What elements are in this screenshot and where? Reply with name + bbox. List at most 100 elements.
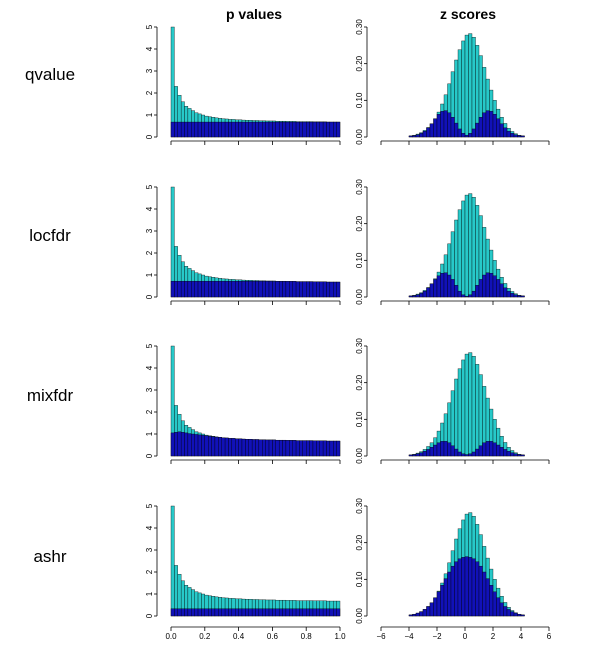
p-y-tick-label: 5	[145, 503, 154, 508]
bar-null-tests	[174, 121, 178, 138]
bar-null-tests	[513, 453, 518, 457]
bar-null-tests	[517, 454, 522, 457]
bar-null-tests	[322, 281, 327, 298]
bar-null-tests	[177, 280, 182, 298]
bar-all-tests	[464, 34, 469, 138]
bar-null-tests	[275, 439, 280, 457]
bar-null-tests	[228, 121, 233, 138]
bar-null-tests	[235, 608, 239, 617]
bar-null-tests	[299, 440, 303, 457]
bar-null-tests	[214, 608, 219, 617]
bar-null-tests	[433, 118, 438, 138]
bar-all-tests	[457, 368, 462, 457]
bar-null-tests	[326, 121, 331, 138]
bar-null-tests	[197, 280, 202, 298]
bar-null-tests	[272, 121, 276, 138]
bar-null-tests	[251, 439, 256, 457]
bar-null-tests	[433, 597, 438, 617]
bar-null-tests	[309, 608, 314, 617]
bar-null-tests	[258, 280, 263, 298]
bar-null-tests	[461, 133, 466, 138]
bar-null-tests	[447, 274, 452, 298]
bar-null-tests	[214, 121, 219, 138]
bar-null-tests	[191, 608, 195, 617]
bar-null-tests	[278, 121, 283, 138]
bar-null-tests	[170, 121, 175, 138]
bar-null-tests	[221, 121, 226, 138]
p-y-tick-label: 2	[145, 569, 154, 574]
bar-null-tests	[224, 608, 229, 617]
bar-null-tests	[302, 608, 307, 617]
bar-all-tests	[170, 26, 175, 138]
bar-null-tests	[184, 121, 189, 138]
bar-null-tests	[429, 123, 434, 138]
bar-null-tests	[333, 608, 337, 617]
bar-null-tests	[275, 281, 280, 298]
bar-null-tests	[492, 442, 497, 457]
bar-null-tests	[299, 281, 303, 298]
bar-null-tests	[440, 272, 445, 298]
bar-null-tests	[408, 614, 413, 617]
bar-null-tests	[412, 613, 417, 617]
bar-null-tests	[295, 608, 300, 617]
bar-null-tests	[187, 608, 192, 617]
bar-null-tests	[517, 135, 522, 138]
z-y-tick-label: 0.00	[355, 289, 364, 305]
bar-null-tests	[471, 290, 476, 298]
z-y-tick-label: 0.00	[355, 448, 364, 464]
bar-null-tests	[496, 279, 501, 298]
bar-null-tests	[258, 121, 263, 138]
bar-null-tests	[255, 439, 260, 457]
bar-null-tests	[322, 121, 327, 138]
bar-null-tests	[312, 440, 317, 457]
bar-null-tests	[333, 440, 337, 457]
bar-null-tests	[248, 439, 253, 457]
bar-null-tests	[262, 121, 266, 138]
bar-null-tests	[278, 281, 283, 298]
bar-all-tests	[457, 49, 462, 138]
bar-all-tests	[461, 359, 466, 457]
bar-null-tests	[436, 114, 441, 138]
bar-null-tests	[295, 121, 300, 138]
bar-null-tests	[319, 440, 324, 457]
bar-null-tests	[275, 608, 280, 617]
bar-null-tests	[187, 121, 192, 138]
histogram-mixfdr-p-values: 0 1 2 3 4 5	[145, 343, 341, 464]
bar-null-tests	[457, 290, 462, 298]
bar-null-tests	[336, 121, 341, 138]
bar-null-tests	[408, 295, 413, 298]
bar-null-tests	[285, 608, 290, 617]
bar-null-tests	[443, 272, 448, 298]
bar-null-tests	[408, 454, 413, 457]
p-y-tick-label: 0	[145, 134, 154, 139]
z-y-tick-label: 0.00	[355, 608, 364, 624]
z-x-tick-label: −6	[376, 632, 386, 641]
bar-null-tests	[235, 438, 239, 457]
bar-null-tests	[336, 281, 341, 298]
row-label-mixfdr: mixfdr	[27, 386, 74, 405]
p-y-tick-label: 4	[145, 46, 154, 51]
bar-null-tests	[506, 130, 511, 138]
bar-null-tests	[478, 565, 483, 617]
bar-null-tests	[204, 121, 209, 138]
bar-null-tests	[241, 438, 246, 457]
p-y-tick-label: 5	[145, 184, 154, 189]
bar-null-tests	[180, 280, 185, 298]
bar-null-tests	[228, 438, 233, 457]
bar-null-tests	[513, 134, 518, 138]
histogram-ashr-p-values: 0 1 2 3 4 5	[145, 503, 341, 618]
bar-null-tests	[510, 452, 515, 457]
bar-null-tests	[180, 608, 185, 617]
bar-null-tests	[496, 597, 501, 617]
bar-null-tests	[478, 117, 483, 138]
bar-null-tests	[475, 448, 480, 457]
bar-null-tests	[177, 431, 182, 457]
z-x-tick-label: 2	[491, 632, 496, 641]
bar-all-tests	[464, 353, 469, 457]
p-x-tick-label: 0.4	[233, 632, 245, 641]
bar-null-tests	[218, 280, 222, 298]
bar-null-tests	[191, 121, 195, 138]
bar-null-tests	[299, 121, 303, 138]
bar-null-tests	[197, 608, 202, 617]
bar-null-tests	[285, 281, 290, 298]
